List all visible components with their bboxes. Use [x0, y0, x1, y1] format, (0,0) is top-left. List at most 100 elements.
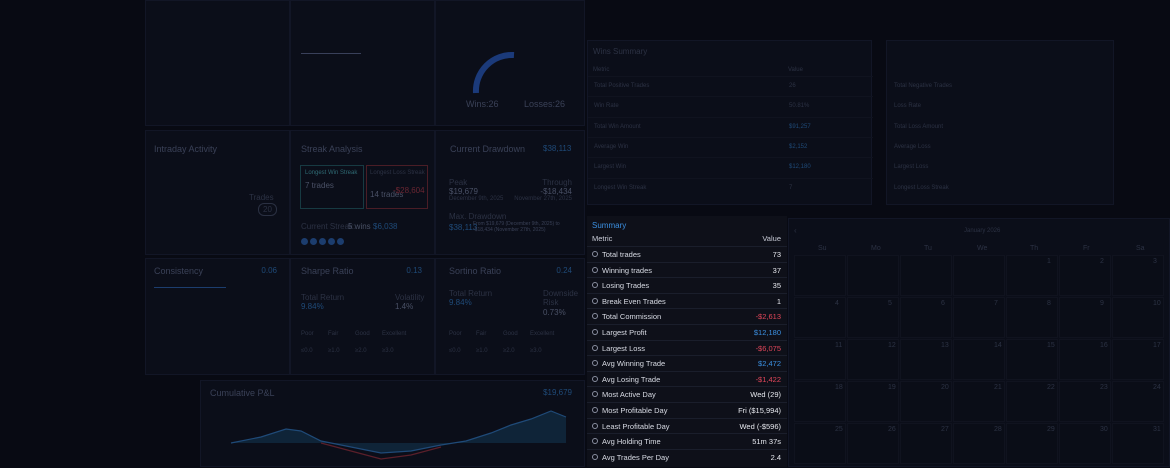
value: 7 trades [305, 181, 334, 190]
row-icon [592, 282, 598, 289]
metric: Largest Loss [602, 343, 645, 353]
day-cell [1112, 381, 1164, 422]
card-title: Current Drawdown [450, 144, 526, 154]
value: -$2,613 [755, 312, 781, 322]
row-icon [592, 313, 598, 320]
day-cell [953, 297, 1005, 338]
day-cell [953, 381, 1005, 422]
badge: 20 [258, 203, 277, 216]
day-number: 24 [1153, 384, 1161, 391]
loss-box: Longest Loss Streak 14 trades -$28,604 [366, 165, 428, 209]
card: Wins Summary Metric Value Total Positive… [587, 40, 873, 205]
label: Downside Risk [543, 289, 579, 307]
day-number: 1 [1047, 258, 1051, 265]
value: 7 [789, 184, 793, 191]
label: Longest Win Streak [305, 170, 358, 176]
prev-button[interactable]: ‹ [794, 226, 797, 235]
header: Value [788, 67, 803, 73]
day-number: 21 [994, 384, 1002, 391]
card-title: Wins Summary [593, 47, 648, 56]
scale-value: ≤0.0 [301, 348, 313, 354]
header: Metric [593, 67, 610, 73]
day-cell [847, 297, 899, 338]
card-title: Cumulative P&L [210, 388, 275, 398]
line [230, 410, 567, 454]
value: 51m 37s [752, 437, 781, 447]
value: 2.4 [770, 452, 781, 462]
card [290, 0, 435, 126]
metric: Win Rate [594, 103, 619, 110]
weekday: Th [1030, 245, 1039, 252]
day-number: 5 [888, 300, 892, 307]
day-number: 9 [1100, 300, 1104, 307]
day-cell [1006, 423, 1058, 464]
day-cell [1112, 339, 1164, 380]
scale-label: Fair [476, 331, 487, 337]
label: Longest Loss Streak [370, 170, 425, 176]
card-title: Intraday Activity [154, 144, 218, 154]
row-icon [592, 266, 598, 273]
row-divider [588, 177, 873, 179]
day-number: 29 [1047, 426, 1055, 433]
value: 0.73% [543, 308, 566, 317]
value: $2,152 [789, 143, 808, 150]
metric: Break Even Trades [602, 296, 666, 306]
metric: Average Loss [894, 143, 931, 150]
day-cell [1112, 255, 1164, 296]
row-icon [592, 422, 598, 429]
wins-count: Wins:26 [466, 99, 499, 109]
row-icon [592, 407, 598, 413]
day-number: 18 [835, 384, 843, 391]
day-cell [1112, 297, 1164, 338]
card-title: Sharpe Ratio [301, 266, 354, 276]
value: -$18,434 [540, 187, 572, 196]
value: 50.81% [789, 103, 810, 110]
metric: Losing Trades [602, 281, 650, 291]
day-number: 16 [1100, 342, 1108, 349]
day-cell [847, 423, 899, 464]
label: Max. Drawdown [449, 212, 507, 221]
day-cell [1112, 423, 1164, 464]
row-icon [592, 251, 598, 257]
card: Current Drawdown $38,113 Peak $19,679 De… [435, 130, 585, 255]
metric: Total Loss Amount [894, 123, 944, 130]
card: Sortino Ratio 0.24 Total Return 9.84% Do… [435, 258, 585, 375]
metric: Longest Win Streak [594, 184, 647, 191]
day-number: 13 [941, 342, 949, 349]
value: 0.24 [556, 266, 572, 275]
label: Total Return [449, 289, 493, 298]
metric: Avg Trades Per Day [602, 452, 669, 462]
label: Peak [449, 178, 468, 187]
day-cell [1059, 423, 1111, 464]
metric: Total trades [602, 250, 641, 259]
scale-label: Excellent [382, 331, 407, 337]
day-number: 28 [994, 426, 1002, 433]
label: Trades [249, 193, 274, 202]
day-cell [1059, 381, 1111, 422]
value: 14 trades [370, 190, 404, 199]
card: Intraday Activity Trades 20 [145, 130, 290, 255]
summary-row: Most Active Day Wed (29) [587, 386, 787, 403]
day-cell [847, 255, 899, 296]
day-cell [953, 423, 1005, 464]
row-divider [588, 96, 873, 98]
divider [301, 53, 361, 54]
metric: Total Negative Trades [894, 83, 953, 89]
day-number: 20 [941, 384, 949, 391]
card: Wins:26 Losses:26 [435, 0, 585, 126]
value: 5 wins [348, 222, 371, 231]
day-number: 8 [1047, 300, 1051, 307]
summary-row: Most Profitable Day Fri ($15,994) [587, 402, 787, 419]
day-cell [1006, 255, 1058, 296]
metric: Largest Profit [602, 328, 647, 337]
day-cell [900, 255, 952, 296]
value: Wed (-$596) [739, 421, 781, 431]
scale-value: ≥2.0 [503, 348, 515, 354]
day-number: 22 [1047, 384, 1055, 391]
value: 9.84% [449, 298, 472, 307]
summary-row: Avg Holding Time 51m 37s [587, 433, 787, 450]
metric: Least Profitable Day [602, 421, 670, 431]
scale-label: Good [355, 331, 370, 337]
row-divider [588, 76, 873, 77]
area [231, 411, 566, 453]
